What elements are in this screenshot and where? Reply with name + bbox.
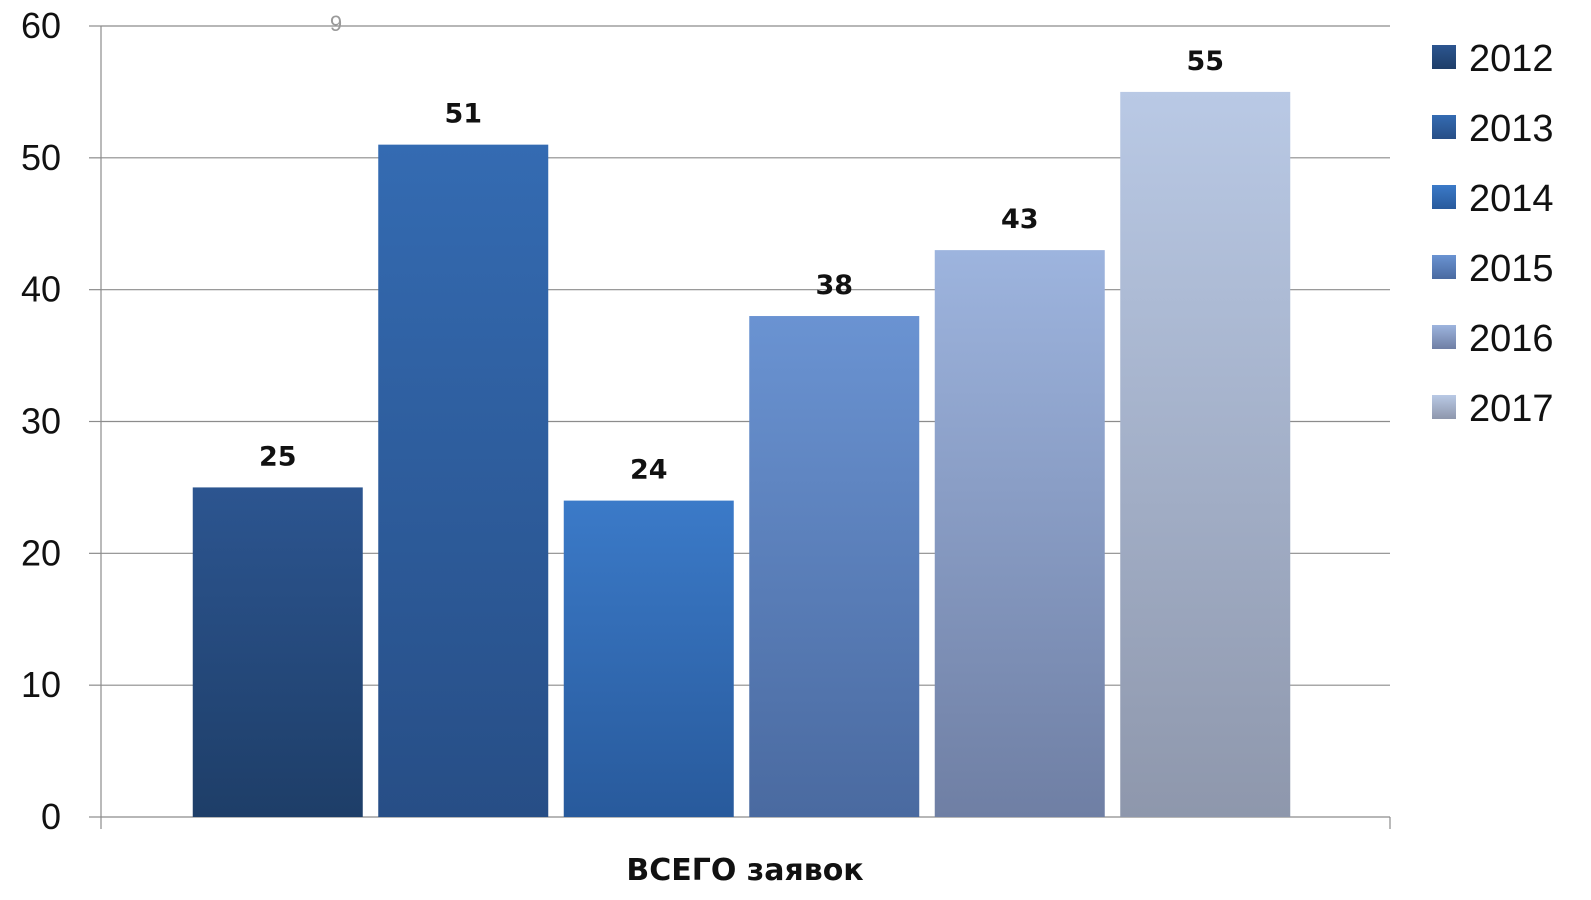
bars <box>192 91 1291 817</box>
legend-swatch-2012 <box>1432 45 1456 69</box>
y-tick-label: 10 <box>21 664 61 705</box>
legend-swatch-2014 <box>1432 185 1456 209</box>
legend-label-2013: 2013 <box>1469 108 1554 150</box>
y-tick-label: 60 <box>21 5 61 46</box>
data-label-2015: 38 <box>815 270 853 301</box>
y-tick-label: 50 <box>21 137 61 178</box>
data-labels: 25 51 24 38 43 55 <box>259 46 1224 486</box>
y-tick-label: 20 <box>21 532 61 573</box>
bar-2016 <box>934 250 1105 817</box>
axes: 0 10 20 30 40 50 60 <box>21 5 1391 837</box>
data-label-2017: 55 <box>1186 46 1224 77</box>
y-tick-label: 0 <box>41 796 61 837</box>
x-axis-label: ВСЕГО заявок <box>626 853 863 888</box>
legend: 2012 2013 2014 2015 2016 2017 <box>1432 38 1554 430</box>
bar-2014 <box>563 500 734 817</box>
annotation-note: 9 <box>330 11 342 36</box>
y-tick-label: 40 <box>21 269 61 310</box>
bar-2015 <box>749 316 920 817</box>
data-label-2014: 24 <box>630 455 668 486</box>
y-tick-label: 30 <box>21 401 61 442</box>
legend-label-2016: 2016 <box>1469 318 1554 360</box>
legend-label-2017: 2017 <box>1469 388 1554 430</box>
bar-2012 <box>192 487 363 817</box>
data-label-2016: 43 <box>1001 204 1039 235</box>
bar-2017 <box>1120 91 1291 817</box>
legend-swatch-2017 <box>1432 395 1456 419</box>
legend-label-2014: 2014 <box>1469 178 1554 220</box>
legend-label-2015: 2015 <box>1469 248 1554 290</box>
legend-label-2012: 2012 <box>1469 38 1554 80</box>
bar-2013 <box>378 144 549 817</box>
legend-swatch-2013 <box>1432 115 1456 139</box>
data-label-2012: 25 <box>259 441 297 472</box>
data-label-2013: 51 <box>444 99 482 130</box>
legend-swatch-2015 <box>1432 255 1456 279</box>
legend-swatch-2016 <box>1432 325 1456 349</box>
